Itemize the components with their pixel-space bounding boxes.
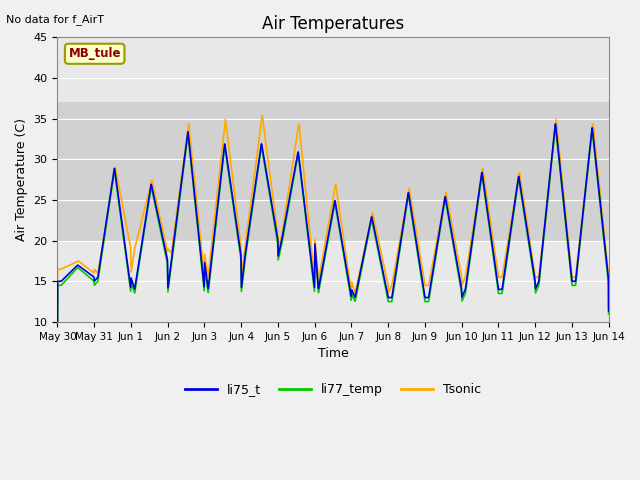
Title: Air Temperatures: Air Temperatures [262,15,404,33]
Text: No data for f_AirT: No data for f_AirT [6,14,104,25]
Text: MB_tule: MB_tule [68,47,121,60]
Bar [58,102,609,240]
Y-axis label: Air Temperature (C): Air Temperature (C) [15,118,28,241]
X-axis label: Time: Time [317,347,348,360]
Legend: li75_t, li77_temp, Tsonic: li75_t, li77_temp, Tsonic [180,378,486,401]
